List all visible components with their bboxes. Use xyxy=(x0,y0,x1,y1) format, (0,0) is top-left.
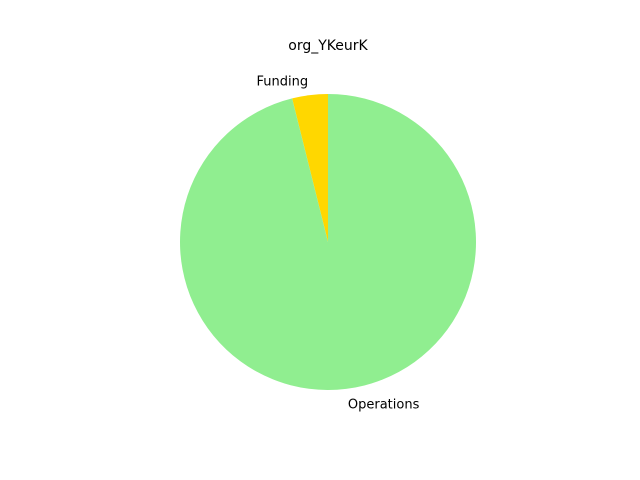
pie-labels: Funding Operations xyxy=(256,74,419,412)
chart-title: org_YKeurK xyxy=(288,38,368,54)
pie-label-operations: Operations xyxy=(348,398,420,413)
pie-slice-funding xyxy=(292,94,328,242)
pie-slice-operations xyxy=(180,94,476,390)
pie-label-funding: Funding xyxy=(256,74,308,89)
pie-slices xyxy=(180,94,476,390)
